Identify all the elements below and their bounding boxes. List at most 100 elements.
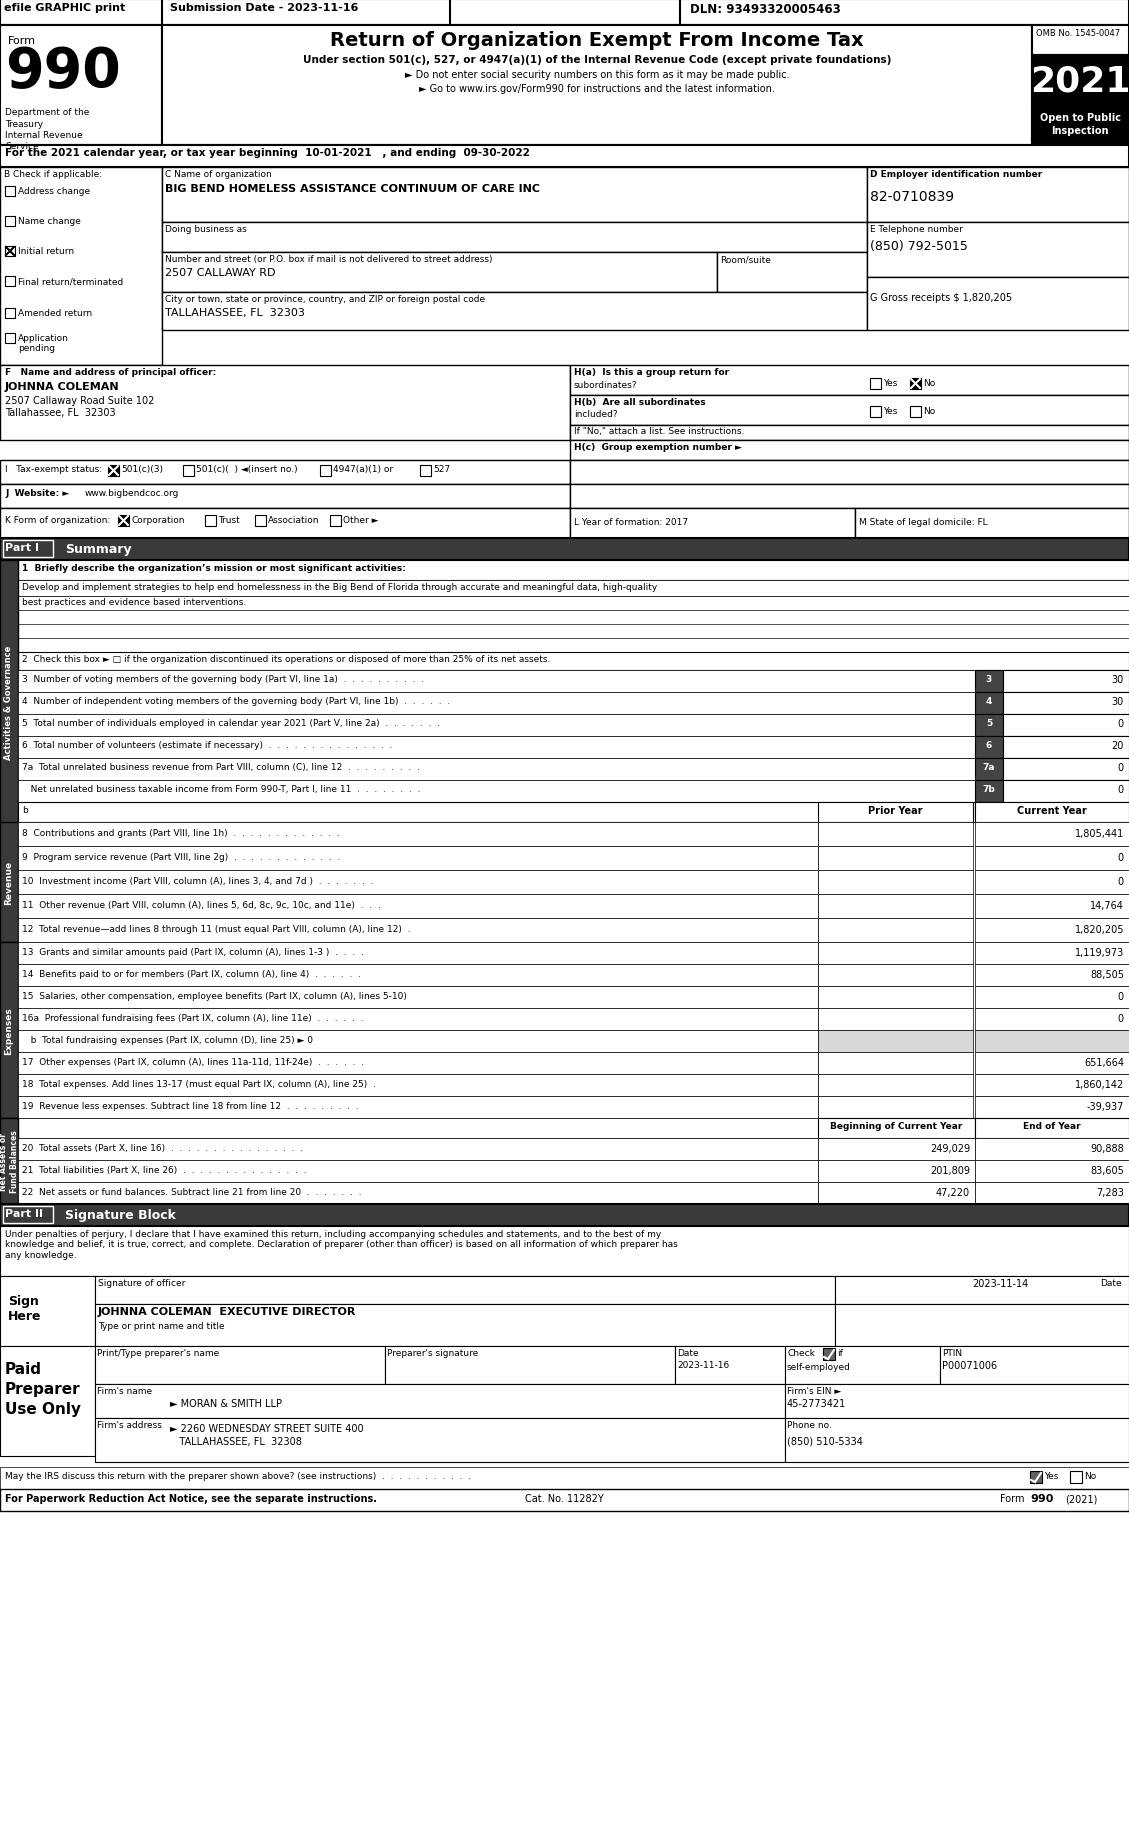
Text: 83,605: 83,605 [1091, 1166, 1124, 1175]
Bar [1003, 670, 1129, 692]
Text: Revenue: Revenue [5, 860, 14, 904]
Text: Beginning of Current Year: Beginning of Current Year [830, 1122, 962, 1131]
Text: self-employed: self-employed [787, 1362, 851, 1371]
Bar [819, 964, 973, 986]
Bar [18, 803, 975, 822]
Text: I   Tax-exempt status:: I Tax-exempt status: [5, 465, 102, 474]
Bar [5, 309, 15, 318]
Bar [819, 822, 973, 847]
Text: 7b: 7b [982, 785, 996, 794]
Bar [0, 560, 18, 844]
Bar [910, 379, 921, 390]
Text: Summary: Summary [65, 544, 132, 556]
Text: 2023-11-14: 2023-11-14 [972, 1279, 1029, 1288]
Text: (2021): (2021) [1065, 1493, 1097, 1502]
Bar [3, 540, 53, 558]
Bar [785, 1347, 940, 1383]
Text: 0: 0 [1118, 877, 1124, 886]
Bar [18, 1118, 819, 1138]
Text: best practices and evidence based interventions.: best practices and evidence based interv… [21, 598, 246, 608]
Bar [975, 847, 1129, 871]
Text: 20  Total assets (Part X, line 16)  .  .  .  .  .  .  .  .  .  .  .  .  .  .  . : 20 Total assets (Part X, line 16) . . . … [21, 1144, 303, 1153]
Bar [18, 942, 819, 964]
Text: Amended return: Amended return [18, 309, 93, 318]
Bar [975, 822, 1129, 847]
Bar [819, 847, 973, 871]
Text: D Employer identification number: D Employer identification number [870, 170, 1042, 179]
Text: 990: 990 [1030, 1493, 1053, 1502]
Bar [975, 1008, 1129, 1030]
Text: 501(c)(3): 501(c)(3) [121, 465, 163, 474]
Text: 0: 0 [1118, 853, 1124, 862]
Bar [5, 247, 15, 256]
Text: 5  Total number of individuals employed in calendar year 2021 (Part V, line 2a) : 5 Total number of individuals employed i… [21, 719, 440, 728]
Bar [0, 538, 1129, 560]
Bar [1032, 26, 1129, 57]
Text: 3: 3 [986, 675, 992, 684]
Text: G Gross receipts $ 1,820,205: G Gross receipts $ 1,820,205 [870, 293, 1012, 302]
Text: 527: 527 [434, 465, 450, 474]
Bar [570, 509, 855, 538]
Text: Print/Type preparer's name: Print/Type preparer's name [97, 1349, 219, 1358]
Text: L Year of formation: 2017: L Year of formation: 2017 [574, 518, 688, 527]
Bar [975, 895, 1129, 919]
Text: Yes: Yes [1044, 1471, 1058, 1480]
Bar [18, 560, 1129, 580]
Text: 12  Total revenue—add lines 8 through 11 (must equal Part VIII, column (A), line: 12 Total revenue—add lines 8 through 11 … [21, 924, 411, 933]
Bar [819, 1160, 975, 1182]
Text: ► Do not enter social security numbers on this form as it may be made public.: ► Do not enter social security numbers o… [404, 70, 789, 81]
Text: No: No [924, 406, 935, 415]
Text: 4947(a)(1) or: 4947(a)(1) or [333, 465, 393, 474]
Bar [0, 0, 1129, 26]
Text: Cat. No. 11282Y: Cat. No. 11282Y [525, 1493, 603, 1502]
Text: 990: 990 [5, 46, 121, 99]
Text: 17  Other expenses (Part IX, column (A), lines 11a-11d, 11f-24e)  .  .  .  .  . : 17 Other expenses (Part IX, column (A), … [21, 1058, 365, 1067]
Text: Submission Date - 2023-11-16: Submission Date - 2023-11-16 [170, 4, 358, 13]
Text: Number and street (or P.O. box if mail is not delivered to street address): Number and street (or P.O. box if mail i… [165, 254, 492, 264]
Text: Signature Block: Signature Block [65, 1208, 176, 1221]
Bar [0, 366, 570, 441]
Text: 1,119,973: 1,119,973 [1075, 948, 1124, 957]
Text: 1,860,142: 1,860,142 [1075, 1080, 1124, 1089]
Text: Sign
Here: Sign Here [8, 1294, 42, 1323]
Bar [975, 670, 1003, 692]
Bar [819, 871, 973, 895]
Bar [18, 847, 819, 871]
Text: Form: Form [8, 37, 36, 46]
Bar [975, 964, 1129, 986]
Bar [717, 253, 867, 293]
Text: If "No," attach a list. See instructions.: If "No," attach a list. See instructions… [574, 426, 744, 436]
Bar [867, 168, 1129, 223]
Bar [1003, 714, 1129, 737]
Text: JOHNNA COLEMAN  EXECUTIVE DIRECTOR: JOHNNA COLEMAN EXECUTIVE DIRECTOR [98, 1307, 357, 1316]
Text: TALLAHASSEE, FL  32303: TALLAHASSEE, FL 32303 [165, 307, 305, 318]
Bar [18, 597, 1129, 611]
Text: 1  Briefly describe the organization’s mission or most significant activities:: 1 Briefly describe the organization’s mi… [21, 564, 405, 573]
Bar [18, 1008, 819, 1030]
Text: Net unrelated business taxable income from Form 990-T, Part I, line 11  .  .  . : Net unrelated business taxable income fr… [21, 785, 420, 794]
Bar [95, 1305, 835, 1347]
Bar [819, 942, 973, 964]
Text: Internal Revenue: Internal Revenue [5, 132, 82, 139]
Bar [975, 737, 1003, 759]
Bar [161, 223, 867, 253]
Text: Expenses: Expenses [5, 1007, 14, 1054]
Text: Inspection: Inspection [1051, 126, 1109, 135]
Bar [1030, 1471, 1042, 1482]
Text: Final return/terminated: Final return/terminated [18, 276, 123, 285]
Bar [18, 1096, 819, 1118]
Bar [975, 1096, 1129, 1118]
Text: Form: Form [1000, 1493, 1027, 1502]
Bar [819, 919, 973, 942]
Bar [18, 692, 975, 714]
Bar [0, 1468, 1129, 1490]
Text: 16a  Professional fundraising fees (Part IX, column (A), line 11e)  .  .  .  .  : 16a Professional fundraising fees (Part … [21, 1014, 364, 1023]
Text: 45-2773421: 45-2773421 [787, 1398, 847, 1409]
Bar [95, 1276, 835, 1305]
Bar [855, 509, 1129, 538]
Bar [183, 467, 194, 478]
Text: 4  Number of independent voting members of the governing body (Part VI, line 1b): 4 Number of independent voting members o… [21, 697, 450, 706]
Bar [161, 168, 867, 223]
Bar [18, 1030, 819, 1052]
Text: Yes: Yes [883, 379, 898, 388]
